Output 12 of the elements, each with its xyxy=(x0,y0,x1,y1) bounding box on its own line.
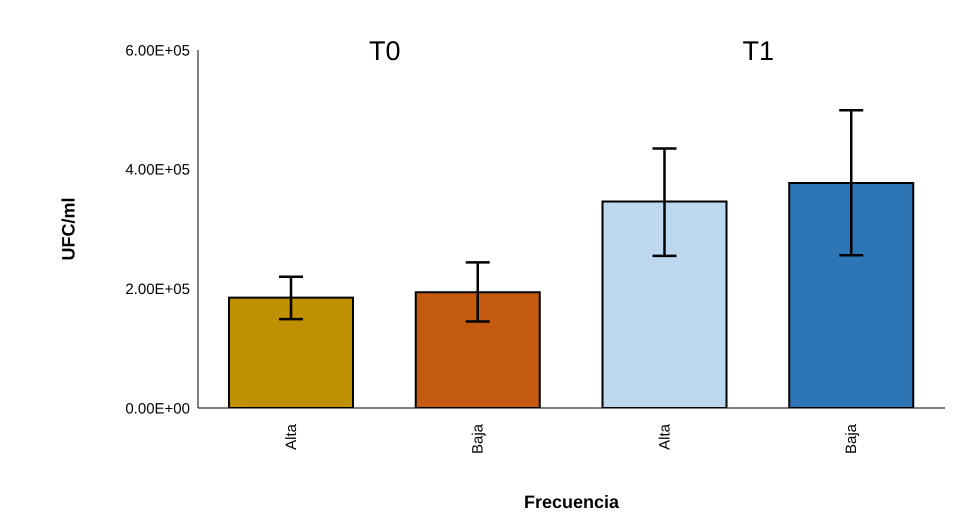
x-tick-label: Baja xyxy=(470,423,487,454)
y-tick-label: 6.00E+05 xyxy=(125,42,190,60)
annotation: T1 xyxy=(741,36,775,67)
x-tick-label: Alta xyxy=(656,423,674,450)
y-tick-label: 2.00E+05 xyxy=(125,280,190,298)
y-tick-label: 0.00E+00 xyxy=(125,400,190,418)
annotation: T0 xyxy=(368,36,402,67)
x-axis-title: Frecuencia xyxy=(524,492,620,512)
y-axis-title: UFC/ml xyxy=(58,198,78,260)
x-tick-label: Baja xyxy=(843,423,860,454)
x-tick-label: Alta xyxy=(282,423,300,450)
y-tick-label: 4.00E+05 xyxy=(125,162,190,179)
